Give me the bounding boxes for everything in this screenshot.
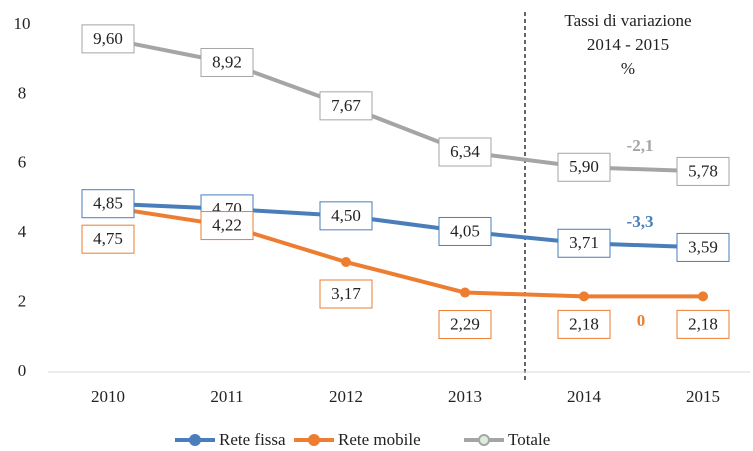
- legend-marker: [189, 434, 201, 446]
- label-box: [557, 228, 611, 258]
- data-label: 3,59: [688, 237, 718, 256]
- data-label: 8,92: [212, 52, 242, 71]
- data-label: 2,18: [688, 314, 718, 333]
- x-tick-label: 2010: [91, 387, 125, 406]
- label-box: [319, 91, 373, 121]
- y-tick-label: 4: [18, 222, 27, 241]
- change-label: 0: [637, 311, 646, 330]
- label-box: [438, 310, 492, 340]
- y-tick-label: 0: [18, 361, 27, 380]
- annotation-heading: Tassi di variazione: [564, 11, 691, 30]
- series-line: [107, 205, 703, 299]
- data-label: 4,22: [212, 215, 242, 234]
- point: [460, 287, 470, 298]
- series-line: [107, 201, 704, 250]
- data-label: 6,34: [450, 142, 480, 161]
- x-tick-label: 2012: [329, 387, 363, 406]
- point: [698, 291, 708, 302]
- data-label: 3,71: [569, 233, 599, 252]
- legend-marker: [308, 434, 320, 446]
- data-label: 5,90: [569, 157, 599, 176]
- annotation-heading: 2014 - 2015: [587, 35, 669, 54]
- label-box: [319, 201, 373, 231]
- legend-label: Totale: [508, 430, 550, 449]
- data-label: 2,18: [569, 314, 599, 333]
- data-label: 4,85: [93, 194, 123, 213]
- legend-label: Rete fissa: [219, 430, 286, 449]
- label-box: [557, 309, 611, 339]
- label-box: [557, 152, 611, 182]
- data-label: 2,29: [450, 314, 480, 333]
- label-box: [319, 279, 373, 309]
- data-label: 5,78: [688, 161, 718, 180]
- label-box: [81, 189, 135, 219]
- data-label: 4,75: [93, 229, 123, 248]
- label-box: [81, 24, 135, 54]
- label-box: [200, 211, 254, 241]
- label-box: [676, 232, 730, 262]
- label-box: [676, 156, 730, 186]
- point: [579, 291, 589, 302]
- x-tick-label: 2015: [686, 387, 720, 406]
- data-label: 3,17: [331, 284, 361, 303]
- x-tick-label: 2014: [567, 387, 602, 406]
- data-label: 4,05: [450, 221, 480, 240]
- data-label: 4,50: [331, 206, 361, 225]
- legend-marker: [478, 434, 490, 446]
- data-label: 9,60: [93, 29, 123, 48]
- y-tick-label: 10: [14, 14, 31, 33]
- label-box: [438, 137, 492, 167]
- change-label: -3,3: [627, 212, 654, 231]
- series-line: [107, 36, 704, 174]
- annotation-heading: %: [621, 59, 635, 78]
- point: [341, 257, 351, 268]
- y-tick-label: 8: [18, 83, 27, 102]
- y-tick-label: 2: [18, 292, 27, 311]
- label-box: [81, 224, 135, 254]
- x-tick-label: 2013: [448, 387, 482, 406]
- y-tick-label: 6: [18, 153, 27, 172]
- label-box: [438, 216, 492, 246]
- label-box: [676, 309, 730, 339]
- data-label: 7,67: [331, 96, 361, 115]
- legend-label: Rete mobile: [338, 430, 421, 449]
- label-box: [200, 47, 254, 77]
- x-tick-label: 2011: [210, 387, 243, 406]
- change-label: -2,1: [627, 136, 654, 155]
